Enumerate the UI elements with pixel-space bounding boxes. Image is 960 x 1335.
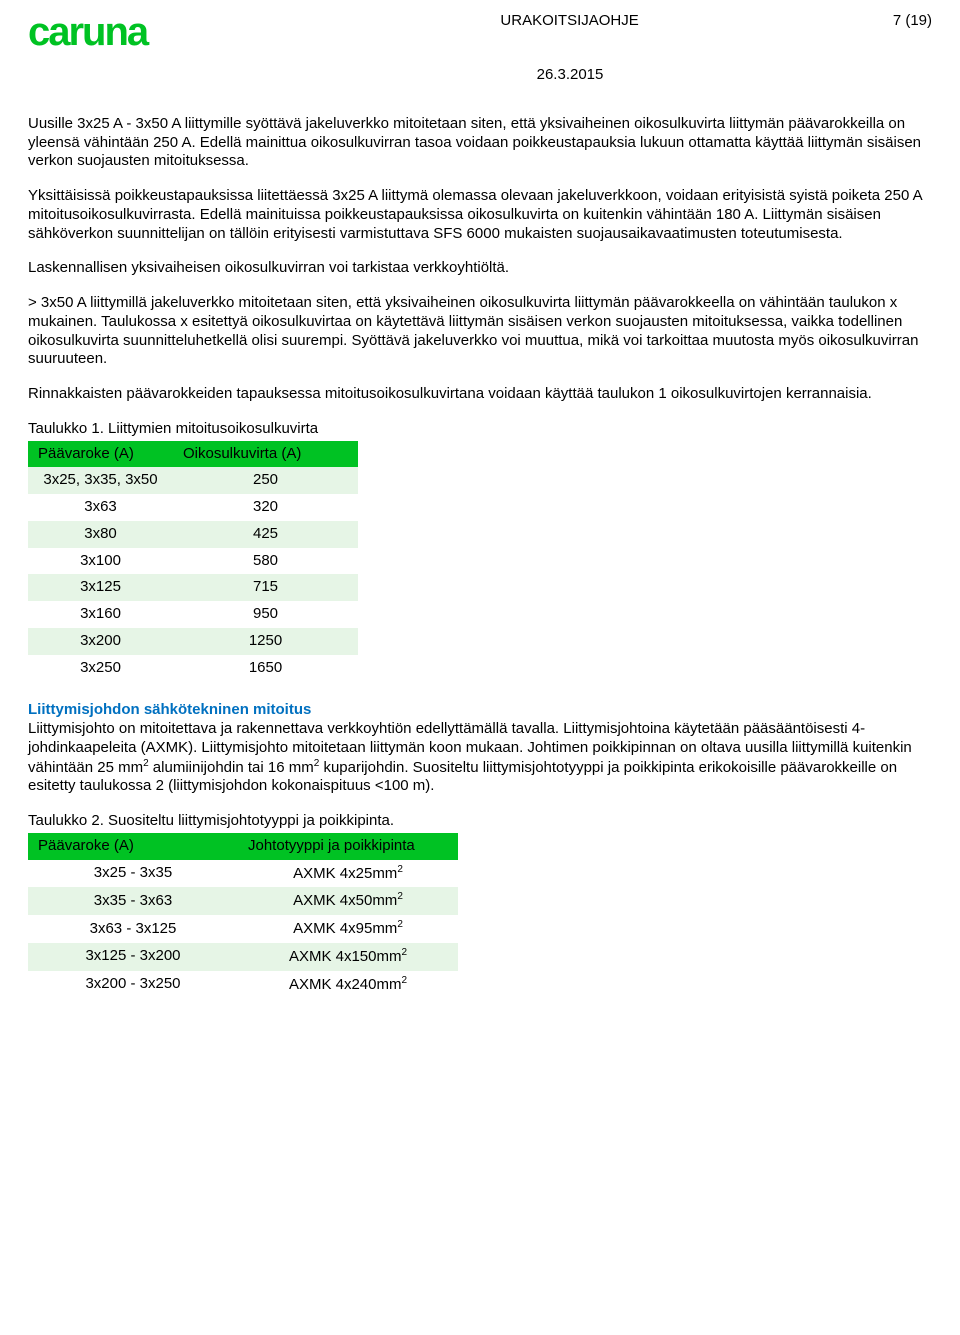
table-cell: 3x100 xyxy=(28,548,173,575)
page-number: 7 (19) xyxy=(812,12,932,31)
table-cell: 3x25, 3x35, 3x50 xyxy=(28,467,173,494)
table-cell: AXMK 4x50mm2 xyxy=(238,887,458,915)
table2-header: Päävaroke (A) xyxy=(28,833,238,860)
superscript: 2 xyxy=(397,864,403,875)
logo: caruna xyxy=(28,12,147,52)
table-cell: 3x250 xyxy=(28,655,173,682)
table-row: 3x160950 xyxy=(28,601,358,628)
table-row: 3x2501650 xyxy=(28,655,358,682)
table-cell: 715 xyxy=(173,574,358,601)
paragraph: Laskennallisen yksivaiheisen oikosulkuvi… xyxy=(28,259,932,278)
table-row: 3x63 - 3x125AXMK 4x95mm2 xyxy=(28,915,458,943)
table-cell: 250 xyxy=(173,467,358,494)
table-cell: 3x63 - 3x125 xyxy=(28,915,238,943)
table-row: 3x25, 3x35, 3x50250 xyxy=(28,467,358,494)
table-cell: AXMK 4x150mm2 xyxy=(238,943,458,971)
table-row: 3x200 - 3x250AXMK 4x240mm2 xyxy=(28,971,458,999)
table-cell: 3x80 xyxy=(28,521,173,548)
table-cell: 3x25 - 3x35 xyxy=(28,860,238,888)
doc-type: URAKOITSIJAOHJE xyxy=(147,12,812,31)
superscript: 2 xyxy=(397,891,403,902)
table-row: 3x2001250 xyxy=(28,628,358,655)
table-cell: 3x35 - 3x63 xyxy=(28,887,238,915)
paragraph: Yksittäisissä poikkeustapauksissa liitet… xyxy=(28,187,932,243)
table-cell: 425 xyxy=(173,521,358,548)
table-row: 3x35 - 3x63AXMK 4x50mm2 xyxy=(28,887,458,915)
paragraph: > 3x50 A liittymillä jakeluverkko mitoit… xyxy=(28,294,932,369)
table1-caption: Taulukko 1. Liittymien mitoitusoikosulku… xyxy=(28,420,932,439)
table1: Päävaroke (A) Oikosulkuvirta (A) 3x25, 3… xyxy=(28,441,358,682)
paragraph-text: alumiinijohdin tai 16 mm xyxy=(149,759,314,776)
superscript: 2 xyxy=(397,919,403,930)
table-row: 3x125715 xyxy=(28,574,358,601)
table-cell: 580 xyxy=(173,548,358,575)
section-heading: Liittymisjohdon sähkötekninen mitoitus xyxy=(28,701,311,718)
table-row: 3x25 - 3x35AXMK 4x25mm2 xyxy=(28,860,458,888)
superscript: 2 xyxy=(401,947,407,958)
table-cell: 3x200 xyxy=(28,628,173,655)
table-cell: 320 xyxy=(173,494,358,521)
table-row: 3x80425 xyxy=(28,521,358,548)
table-cell: 3x63 xyxy=(28,494,173,521)
table-cell: 1250 xyxy=(173,628,358,655)
table1-header: Päävaroke (A) xyxy=(28,441,173,468)
table-row: 3x125 - 3x200AXMK 4x150mm2 xyxy=(28,943,458,971)
superscript: 2 xyxy=(401,975,407,986)
section-liittymisjohto: Liittymisjohdon sähkötekninen mitoitus L… xyxy=(28,701,932,796)
table-cell: 3x125 xyxy=(28,574,173,601)
table1-header: Oikosulkuvirta (A) xyxy=(173,441,358,468)
table-row: 3x63320 xyxy=(28,494,358,521)
table-cell: AXMK 4x95mm2 xyxy=(238,915,458,943)
doc-date: 26.3.2015 xyxy=(28,66,932,85)
table2: Päävaroke (A) Johtotyyppi ja poikkipinta… xyxy=(28,833,458,999)
table-row: 3x100580 xyxy=(28,548,358,575)
page-header: caruna URAKOITSIJAOHJE 7 (19) xyxy=(28,12,932,52)
table-cell: 950 xyxy=(173,601,358,628)
table2-caption: Taulukko 2. Suositeltu liittymisjohtotyy… xyxy=(28,812,932,831)
table-cell: AXMK 4x25mm2 xyxy=(238,860,458,888)
table-cell: 3x125 - 3x200 xyxy=(28,943,238,971)
table-cell: 1650 xyxy=(173,655,358,682)
paragraph: Rinnakkaisten päävarokkeiden tapauksessa… xyxy=(28,385,932,404)
paragraph: Uusille 3x25 A - 3x50 A liittymille syöt… xyxy=(28,115,932,171)
table-cell: 3x160 xyxy=(28,601,173,628)
table-cell: AXMK 4x240mm2 xyxy=(238,971,458,999)
table-cell: 3x200 - 3x250 xyxy=(28,971,238,999)
table2-header: Johtotyyppi ja poikkipinta xyxy=(238,833,458,860)
